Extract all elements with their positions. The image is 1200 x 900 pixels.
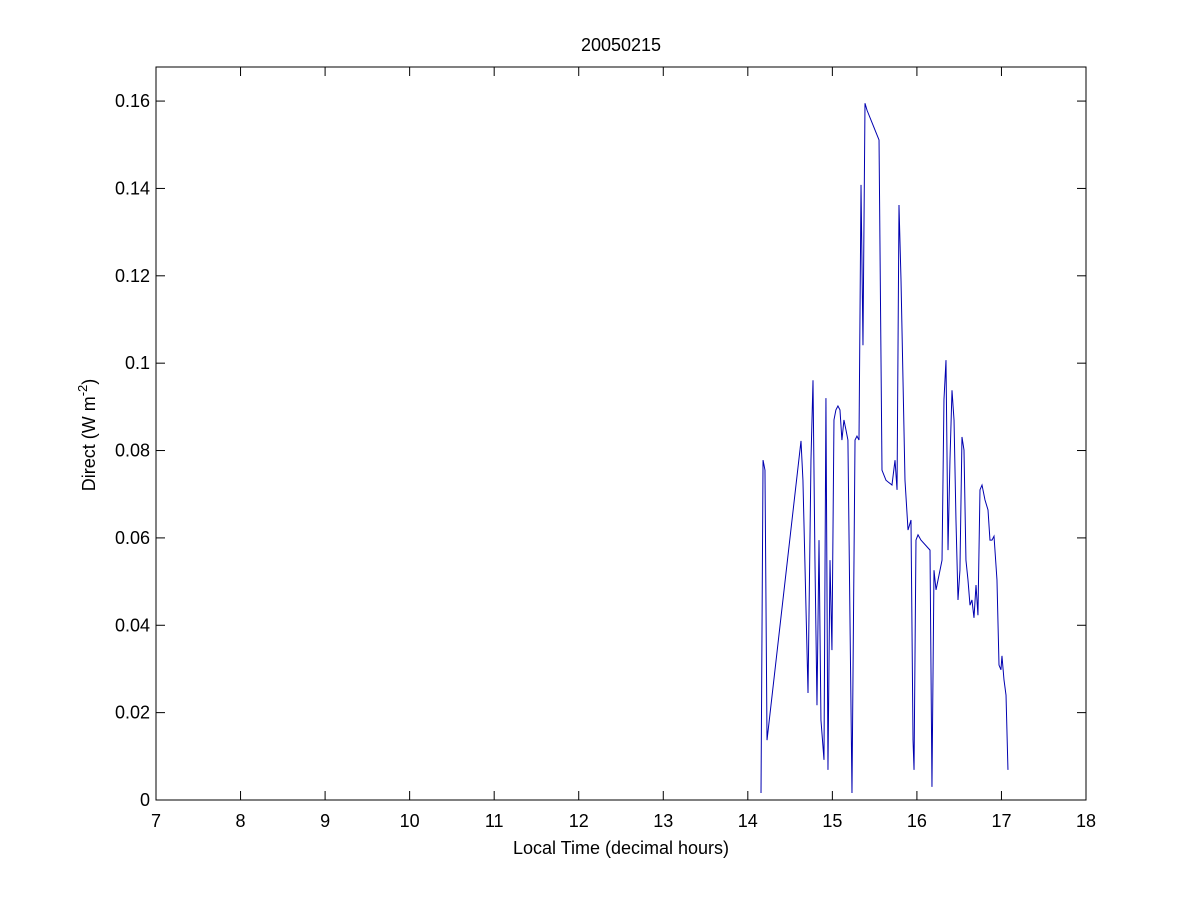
y-tick-label: 0.06: [115, 528, 150, 548]
y-tick-label: 0.12: [115, 266, 150, 286]
chart-title: 20050215: [581, 35, 661, 55]
y-tick-label: 0.16: [115, 91, 150, 111]
x-tick-label: 15: [822, 811, 842, 831]
x-tick-label: 12: [569, 811, 589, 831]
y-tick-label: 0.02: [115, 703, 150, 723]
x-tick-label: 9: [320, 811, 330, 831]
x-tick-label: 11: [485, 811, 504, 831]
y-tick-label: 0: [140, 790, 150, 810]
y-tick-label: 0.04: [115, 615, 150, 635]
x-tick-label: 17: [991, 811, 1011, 831]
x-tick-label: 14: [738, 811, 758, 831]
y-tick-label: 0.08: [115, 441, 150, 461]
x-tick-label: 18: [1076, 811, 1096, 831]
y-axis-label-text: Direct (W m: [79, 396, 99, 491]
y-axis-label-sup: -2: [75, 385, 90, 397]
y-axis-label: Direct (W m-2): [75, 379, 99, 492]
x-tick-label: 7: [151, 811, 161, 831]
x-tick-label: 10: [400, 811, 420, 831]
y-axis-label-end: ): [79, 379, 99, 385]
data-line: [760, 103, 1009, 794]
x-tick-label: 13: [653, 811, 673, 831]
y-tick-label: 0.1: [125, 353, 150, 373]
y-tick-label: 0.14: [115, 178, 150, 198]
x-axis-label: Local Time (decimal hours): [513, 838, 729, 858]
x-tick-label: 8: [236, 811, 246, 831]
x-tick-label: 16: [907, 811, 927, 831]
